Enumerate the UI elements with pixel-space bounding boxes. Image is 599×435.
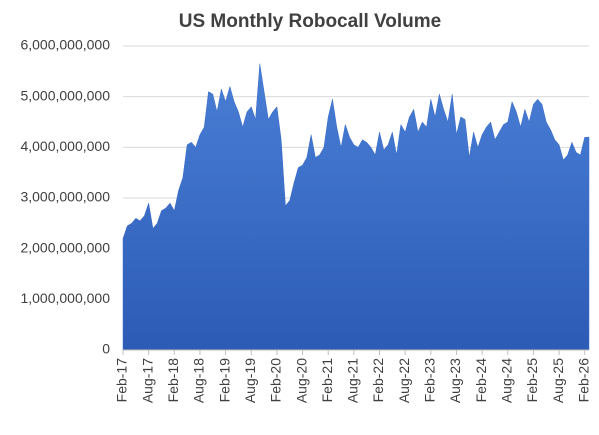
x-tick-label: Feb-17 — [114, 358, 130, 403]
y-tick-label: 2,000,000,000 — [20, 239, 110, 255]
y-tick-label: 4,000,000,000 — [20, 138, 110, 154]
y-tick-label: 6,000,000,000 — [20, 37, 110, 53]
x-tick-label: Aug-23 — [447, 358, 463, 403]
x-tick-label: Aug-21 — [345, 358, 361, 403]
x-tick-label: Aug-22 — [396, 358, 412, 403]
x-tick-label: Feb-21 — [319, 358, 335, 403]
y-tick-label: 1,000,000,000 — [20, 290, 110, 306]
x-tick-label: Aug-19 — [242, 358, 258, 403]
x-tick-label: Feb-24 — [473, 358, 489, 403]
y-tick-label: 5,000,000,000 — [20, 87, 110, 103]
x-tick-label: Aug-17 — [139, 358, 155, 403]
y-tick-label: 0 — [102, 341, 110, 357]
x-tick-label: Feb-19 — [216, 358, 232, 403]
x-tick-label: Feb-26 — [575, 358, 591, 403]
x-tick-label: Aug-20 — [293, 358, 309, 403]
x-tick-label: Aug-18 — [191, 358, 207, 403]
x-tick-label: Aug-24 — [498, 358, 514, 403]
x-tick-label: Feb-25 — [524, 358, 540, 403]
x-tick-label: Feb-22 — [370, 358, 386, 403]
x-tick-label: Feb-23 — [422, 358, 438, 403]
area — [122, 63, 590, 351]
chart-title: US Monthly Robocall Volume — [179, 11, 442, 32]
x-tick-label: Feb-20 — [268, 358, 284, 403]
y-tick-label: 3,000,000,000 — [20, 189, 110, 205]
x-tick-label: Aug-25 — [550, 358, 566, 403]
x-tick-label: Feb-18 — [165, 358, 181, 403]
